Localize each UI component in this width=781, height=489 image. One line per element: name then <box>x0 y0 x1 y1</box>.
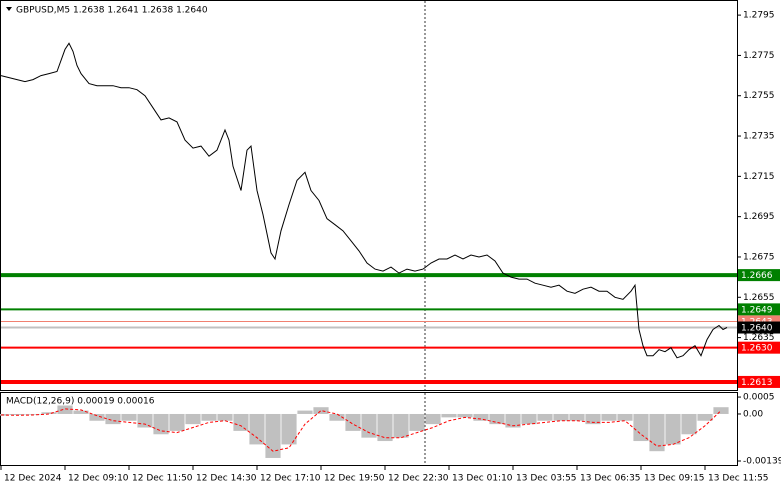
level-label: 1.2613 <box>741 378 773 388</box>
x-tick-label: 13 Dec 03:55 <box>516 474 577 484</box>
x-tick-label: 13 Dec 01:10 <box>452 474 513 484</box>
x-tick-label: 12 Dec 2024 <box>4 474 62 484</box>
macd-bar <box>121 413 137 421</box>
x-tick-label: 12 Dec 14:30 <box>196 474 257 484</box>
macd-bar <box>313 407 329 414</box>
y-tick-label: -0.00139 <box>743 457 781 467</box>
macd-bar <box>633 413 649 442</box>
y-tick-label: 1.2635 <box>743 333 775 343</box>
price-line <box>0 42 728 359</box>
macd-bar <box>265 413 281 458</box>
macd-bar <box>249 413 265 445</box>
y-tick-label: 1.2795 <box>743 11 775 21</box>
y-tick-label: 1.2655 <box>743 293 775 303</box>
level-label-bg <box>738 269 780 282</box>
macd-bar <box>137 413 153 428</box>
macd-bar <box>201 413 217 421</box>
macd-bar <box>409 413 425 431</box>
macd-bar <box>505 413 521 428</box>
macd-bar <box>169 413 185 431</box>
x-tick-label: 12 Dec 19:50 <box>324 474 385 484</box>
macd-bar <box>217 413 233 421</box>
macd-bar <box>457 413 473 418</box>
macd-bar <box>281 413 297 445</box>
macd-bar <box>537 413 553 421</box>
price-panel <box>0 0 738 391</box>
x-tick-label: 13 Dec 06:35 <box>580 474 641 484</box>
chart-title: GBPUSD,M5 1.2638 1.2641 1.2638 1.2640 <box>16 6 208 16</box>
macd-bar <box>41 412 57 414</box>
macd-bar <box>649 413 665 452</box>
macd-title: MACD(12,26,9) 0.00019 0.00016 <box>6 397 155 407</box>
macd-bar <box>473 413 489 421</box>
macd-bar <box>377 413 393 442</box>
macd-bar <box>441 413 457 418</box>
x-tick-label: 12 Dec 09:10 <box>68 474 129 484</box>
macd-bar <box>73 410 89 414</box>
macd-bar <box>393 413 409 438</box>
macd-bar <box>697 413 713 421</box>
macd-bar <box>105 413 121 425</box>
macd-bar <box>297 410 313 414</box>
y-tick-label: 1.2675 <box>743 252 775 262</box>
level-label: 1.2649 <box>741 305 773 315</box>
macd-bar <box>601 413 617 421</box>
level-label: 1.2630 <box>741 344 773 354</box>
macd-bar <box>361 413 377 438</box>
x-tick-label: 12 Dec 22:30 <box>388 474 449 484</box>
macd-bar <box>89 413 105 421</box>
y-tick-label: 1.2735 <box>743 132 775 142</box>
macd-bar <box>569 413 585 421</box>
macd-bar <box>153 413 169 435</box>
macd-bar <box>25 413 41 415</box>
macd-bar <box>617 413 633 421</box>
signal-line <box>0 408 722 452</box>
level-label-bg <box>738 375 780 388</box>
x-tick-label: 13 Dec 09:15 <box>644 474 705 484</box>
macd-bar <box>489 413 505 425</box>
macd-bar <box>329 413 345 421</box>
level-label: 1.2666 <box>741 271 773 281</box>
macd-bar <box>57 405 73 414</box>
macd-bar <box>9 413 25 415</box>
y-tick-label: 1.2695 <box>743 212 775 222</box>
level-label-bg <box>738 303 780 316</box>
macd-bar <box>665 413 681 445</box>
macd-bar <box>553 413 569 421</box>
macd-bar <box>233 413 249 431</box>
macd-bar <box>681 413 697 435</box>
macd-bar <box>521 413 537 425</box>
macd-bar <box>0 413 9 416</box>
x-tick-label: 13 Dec 11:55 <box>708 474 769 484</box>
level-label-bg <box>738 321 780 334</box>
y-tick-label: 1.2775 <box>743 51 775 61</box>
y-tick-label: 0.0005 <box>743 393 775 403</box>
x-tick-label: 12 Dec 17:10 <box>260 474 321 484</box>
y-tick-label: 1.2715 <box>743 172 775 182</box>
level-label: 1.2640 <box>741 324 773 334</box>
macd-panel <box>0 392 738 466</box>
menu-arrow <box>6 7 12 11</box>
macd-bar <box>425 413 441 425</box>
level-label-bg <box>738 341 780 354</box>
y-tick-label: 1.2755 <box>743 91 775 101</box>
macd-bar <box>345 413 361 431</box>
macd-bar <box>185 413 201 425</box>
macd-bar <box>585 413 601 425</box>
macd-bar <box>713 407 729 414</box>
x-tick-label: 12 Dec 11:50 <box>132 474 193 484</box>
y-tick-label: 0.00 <box>743 409 763 419</box>
